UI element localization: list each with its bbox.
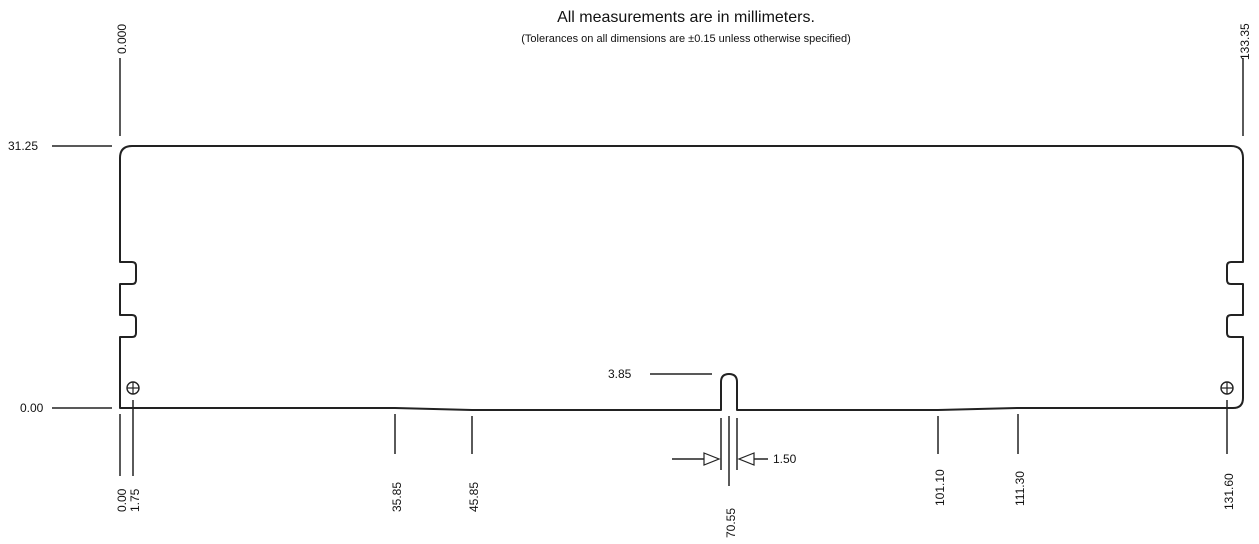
arrow-head-right <box>737 452 755 466</box>
dim-label-height-base: 0.00 <box>20 401 44 415</box>
dim-label-bottom-7: 131.60 <box>1222 473 1236 510</box>
dim-label-bottom-6: 111.30 <box>1013 471 1027 506</box>
arrow-head-left <box>703 452 721 466</box>
dim-label-notch-width: 1.50 <box>773 452 797 466</box>
drawing-subtitle: (Tolerances on all dimensions are ±0.15 … <box>521 33 850 45</box>
dim-label-bottom-3: 45.85 <box>467 482 481 512</box>
dim-label-bottom-2: 35.85 <box>390 482 404 512</box>
mounting-hole-right <box>1220 381 1234 395</box>
dim-label-bottom-5: 101.10 <box>933 469 947 506</box>
dim-label-notch-depth: 3.85 <box>608 367 632 381</box>
dim-label-bottom-0: 0.00 <box>115 488 129 512</box>
dim-label-top-left: 0.000 <box>115 24 129 54</box>
dim-label-bottom-1: 1.75 <box>128 488 142 512</box>
dim-label-top-right: 133.35 <box>1238 23 1252 60</box>
dim-label-height-top: 31.25 <box>8 139 38 153</box>
board-outline <box>119 145 1244 411</box>
dim-label-bottom-4: 70.55 <box>724 508 738 538</box>
drawing-title: All measurements are in millimeters. <box>557 9 815 26</box>
mounting-hole-left <box>126 381 140 395</box>
